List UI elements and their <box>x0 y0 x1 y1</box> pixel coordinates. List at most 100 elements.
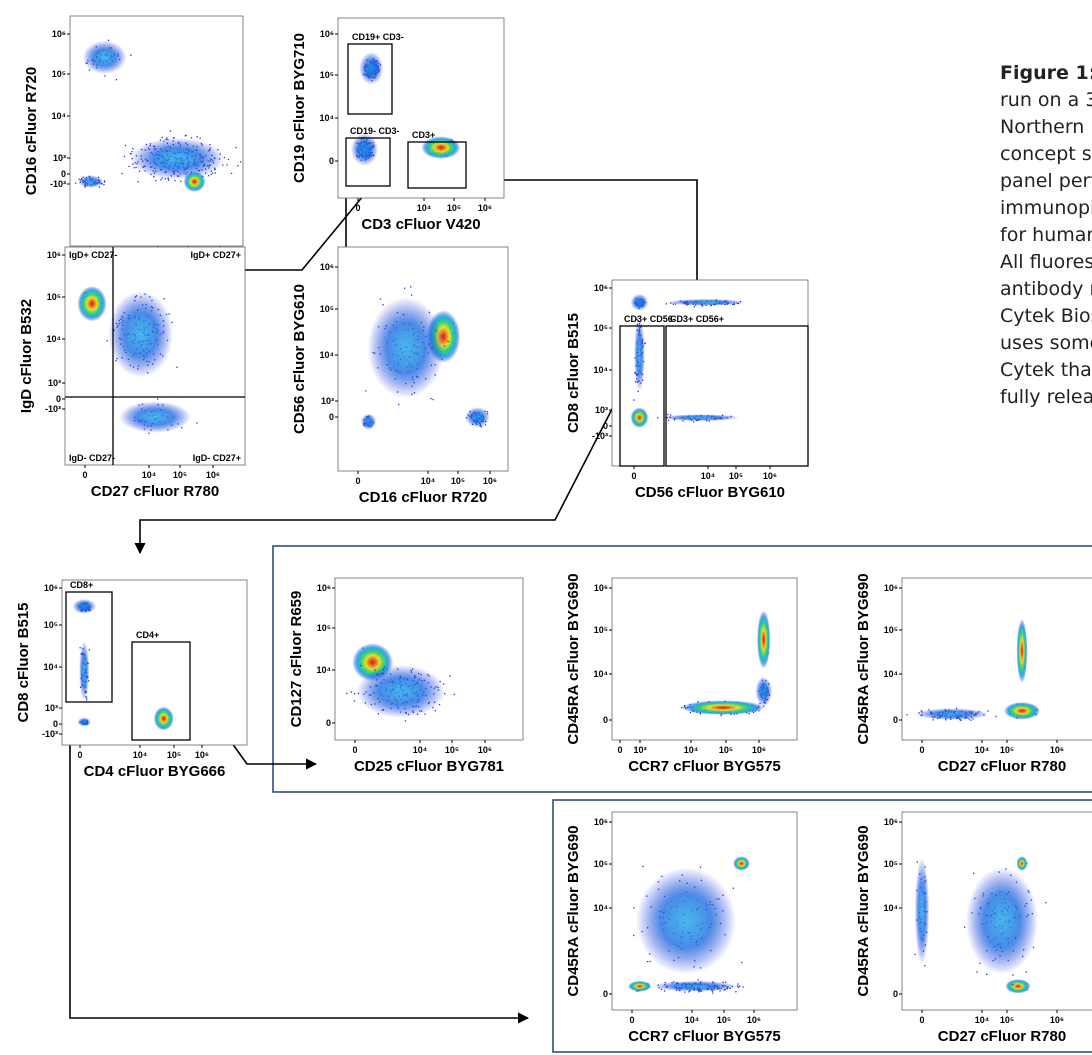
y-tick-label: 10⁴ <box>47 334 61 344</box>
y-tick-label: -10³ <box>592 431 608 441</box>
y-tick-labels: 10⁶ 10⁵ 10⁴ 10³ 0-10³ <box>45 250 65 414</box>
y-tick-label: 10⁴ <box>884 903 898 913</box>
figure-caption: Figure 1: 14-colo run on a 3-laser CNort… <box>1000 60 1092 411</box>
x-tick-label: 0 <box>617 745 622 755</box>
density-hotspot <box>360 413 377 430</box>
y-tick-label: 10³ <box>45 703 58 713</box>
x-tick-labels: 0 10⁴ 10⁵ 10⁶ <box>355 471 497 486</box>
y-tick-label: 10⁵ <box>594 323 608 333</box>
density-hotspot <box>351 133 379 166</box>
gate-label: CD4+ <box>136 630 159 640</box>
gate-p6-0: CD8+ <box>65 580 113 703</box>
caption-line: Cytek that have n <box>1000 359 1092 381</box>
y-tick-label: 10⁴ <box>320 350 334 360</box>
plot-frame <box>69 15 244 247</box>
plot-p11: 10⁶ 10⁵ 10⁴ 0 0 10⁴ 10⁵ 10⁶ CD27 cFluor R780 CD45… <box>855 811 1092 1045</box>
density-hotspot <box>636 867 736 975</box>
x-tick-label: 10⁵ <box>173 470 187 480</box>
caption-line: immunophenoty <box>1000 197 1092 219</box>
y-tick-label: 10⁴ <box>44 662 58 672</box>
plot-p9: 10⁶ 10⁵ 10⁴ 0 0 10⁴ 10⁵ 10⁶ CD27 cFluor R780 CD45… <box>855 573 1092 775</box>
y-axis-label: IgD cFluor B532 <box>18 299 35 413</box>
plot-p7: 10⁶ 10⁵ 10⁴ 0 0 10⁴ 10⁵ 10⁶ CD25 cFluor BYG781 CD… <box>288 577 524 775</box>
y-tick-label: 0 <box>326 718 331 728</box>
y-tick-labels: 10⁶ 10⁵ 10⁴ 10³ 0-10³ <box>42 583 62 739</box>
y-axis-label: CD45RA cFluor BYG690 <box>855 825 872 996</box>
quadrant-label: IgD- CD27+ <box>193 453 241 463</box>
x-tick-label: 10⁶ <box>195 750 209 760</box>
y-axis-label: CD45RA cFluor BYG690 <box>565 825 582 996</box>
x-axis-label: CD56 cFluor BYG610 <box>635 484 785 501</box>
y-tick-label: -10³ <box>42 729 58 739</box>
density-hotspot <box>681 700 765 715</box>
y-tick-label: 0 <box>893 989 898 999</box>
y-tick-labels: 10⁶ 10⁵ 10⁴ 0 <box>594 583 612 725</box>
caption-line: concept showing <box>1000 143 1092 165</box>
density-hotspot <box>757 610 771 669</box>
y-tick-label: 10⁵ <box>884 859 898 869</box>
event-dots <box>914 856 1047 994</box>
y-tick-label: 10⁶ <box>594 283 608 293</box>
quadrant-label: IgD+ CD27- <box>69 250 117 260</box>
plot-p2: 10⁶ 10⁵ 10⁴ 0 0 10⁴ 10⁵ 10⁶ CD3 cFluor V420 CD19 … <box>291 17 505 233</box>
density-hotspot <box>1016 618 1028 683</box>
density-hotspot <box>77 717 91 727</box>
density-hotspot <box>914 857 930 965</box>
x-tick-labels: 0 10³ 10⁴ 10⁵ 10⁶ <box>617 740 766 755</box>
caption-line: Northern Lights. <box>1000 116 1092 138</box>
density-hotspot <box>653 980 737 992</box>
x-tick-labels: 0 10⁴ 10⁵ 10⁶ <box>919 1010 1064 1025</box>
x-axis-label: CD16 cFluor R720 <box>359 489 487 506</box>
y-tick-labels: 10⁶ 10⁵ 10⁴ 10³ 0-10³ <box>50 29 70 189</box>
x-tick-labels: 0 10⁴ 10⁵ 10⁶ <box>919 740 1064 755</box>
x-axis-label: CD4 cFluor BYG666 <box>84 763 226 780</box>
gate-label: CD19- CD3- <box>350 126 400 136</box>
density-hotspot <box>153 706 174 731</box>
y-tick-labels: 10⁶ 10⁵ 10⁴ 0 <box>317 583 335 728</box>
density-hotspot <box>630 293 649 311</box>
y-tick-label: 10⁴ <box>594 669 608 679</box>
density-hotspot <box>82 40 127 74</box>
caption-line: panel performan <box>1000 170 1092 192</box>
quadrant-label: IgD+ CD27+ <box>190 250 241 260</box>
y-tick-labels: 10⁶ 10⁵ 10⁴ 10³ 0-10³ <box>592 283 612 441</box>
x-tick-label: 10⁶ <box>478 745 492 755</box>
caption-line: fully released. <box>1000 386 1092 408</box>
event-dots <box>77 286 198 434</box>
y-tick-label: 0 <box>603 715 608 725</box>
y-tick-labels: 10⁶ 10⁵ 10⁴ 0 <box>884 817 902 999</box>
y-axis-label: CD8 cFluor B515 <box>15 602 32 722</box>
y-tick-label: 10⁶ <box>320 262 334 272</box>
x-tick-label: 10⁶ <box>206 470 220 480</box>
y-axis-label: CD19 cFluor BYG710 <box>291 33 308 183</box>
gating-arrow <box>134 377 629 555</box>
event-dots <box>628 856 750 994</box>
y-tick-label: 10⁵ <box>44 620 58 630</box>
y-tick-labels: 10⁶ 10⁵ 10⁴ 0 <box>320 29 338 166</box>
x-tick-label: 10⁵ <box>1000 745 1014 755</box>
y-axis-label: CD45RA cFluor BYG690 <box>855 573 872 744</box>
event-dots <box>72 598 174 731</box>
x-tick-label: 10⁵ <box>445 745 459 755</box>
x-axis-label: CD25 cFluor BYG781 <box>354 758 504 775</box>
x-tick-label: 0 <box>355 476 360 486</box>
y-tick-label: 10⁴ <box>594 365 608 375</box>
density-hotspot <box>72 598 96 614</box>
x-axis-label: CD27 cFluor R780 <box>91 483 219 500</box>
gate-label: CD3+ CD56- <box>624 314 676 324</box>
gate-p2-2: CD3+ <box>407 130 467 189</box>
y-tick-label: 0 <box>603 421 608 431</box>
density-hotspot <box>79 641 90 701</box>
x-tick-label: 10⁴ <box>421 476 435 486</box>
density-hotspot <box>630 407 649 428</box>
x-axis-label: CD27 cFluor R780 <box>938 1028 1066 1045</box>
x-tick-label: 10⁵ <box>717 1015 731 1025</box>
x-tick-labels: 0 10⁴ 10⁵ 10⁶ <box>629 1010 761 1025</box>
y-tick-label: 10⁵ <box>594 859 608 869</box>
y-tick-label: 10⁶ <box>317 583 331 593</box>
gate-p5-1: CD3+ CD56+ <box>665 314 809 467</box>
